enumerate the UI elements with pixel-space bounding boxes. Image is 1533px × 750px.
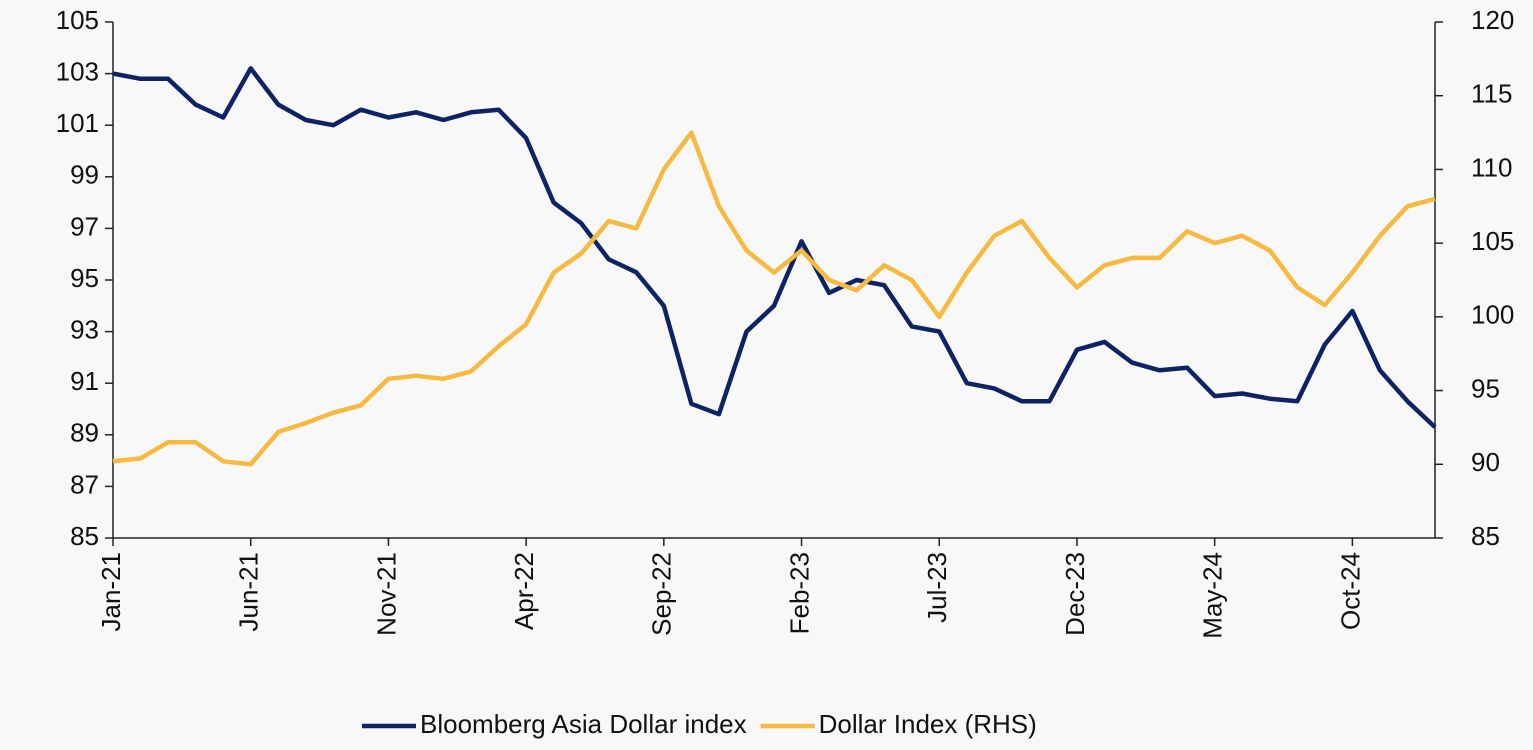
y2-tick-label: 85 (1471, 521, 1500, 551)
y2-tick-label: 100 (1471, 300, 1514, 330)
x-tick-label: Oct-24 (1335, 552, 1365, 630)
y2-tick-label: 95 (1471, 373, 1500, 403)
x-tick-label: Dec-23 (1060, 552, 1090, 636)
y-tick-label: 103 (56, 56, 99, 86)
y2-tick-label: 115 (1471, 79, 1512, 109)
y-tick-label: 85 (70, 521, 99, 551)
x-tick-label: Nov-21 (371, 552, 401, 636)
y-tick-label: 93 (70, 314, 99, 344)
x-tick-label: Jul-23 (922, 552, 952, 623)
y2-tick-label: 110 (1471, 152, 1512, 182)
x-tick-label: Apr-22 (509, 552, 539, 630)
y-tick-label: 91 (70, 366, 99, 396)
y-tick-label: 99 (70, 160, 99, 190)
y2-tick-label: 105 (1471, 226, 1514, 256)
x-tick-label: Jan-21 (96, 552, 126, 632)
legend-label: Dollar Index (RHS) (819, 709, 1037, 739)
x-tick-label: Feb-23 (784, 552, 814, 634)
x-tick-label: Sep-22 (647, 552, 677, 636)
legend-label: Bloomberg Asia Dollar index (420, 709, 747, 739)
y2-tick-label: 90 (1471, 447, 1500, 477)
y-tick-label: 105 (56, 5, 99, 35)
series-line (112, 66, 1437, 429)
x-tick-label: Jun-21 (234, 552, 264, 632)
series-line (112, 130, 1436, 467)
y-tick-label: 101 (56, 108, 99, 138)
y2-tick-label: 120 (1471, 5, 1514, 35)
x-tick-label: May-24 (1198, 552, 1228, 639)
y-tick-label: 95 (70, 263, 99, 293)
y-tick-label: 87 (70, 469, 99, 499)
y-tick-label: 89 (70, 418, 99, 448)
y-tick-label: 97 (70, 211, 99, 241)
